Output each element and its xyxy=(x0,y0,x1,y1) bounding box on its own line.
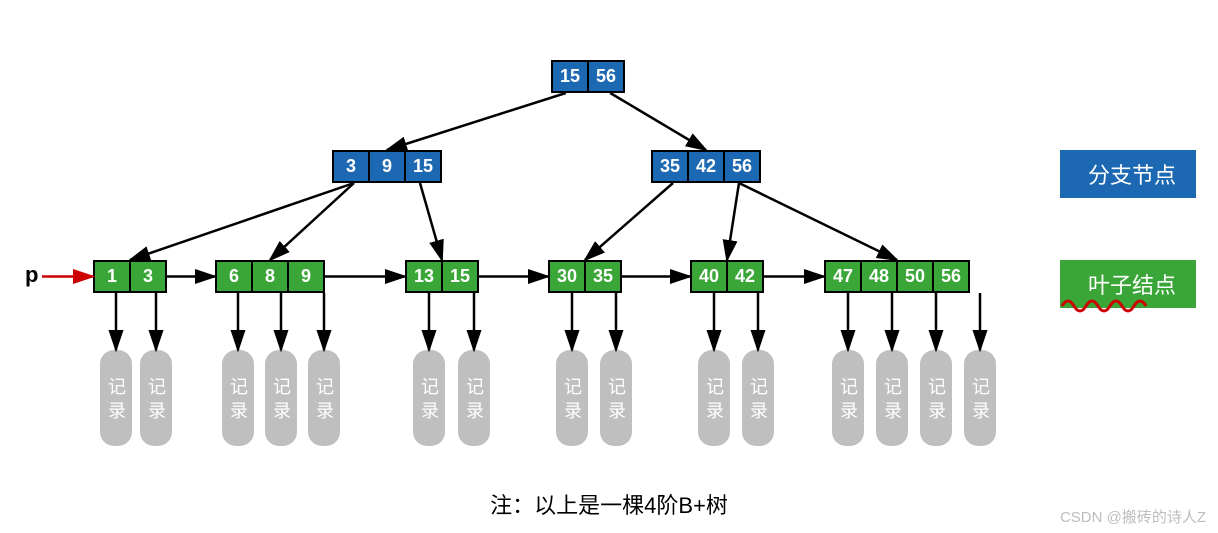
leaf-node-1: 1 3 xyxy=(93,260,167,293)
record-block: 记录 xyxy=(920,350,952,446)
watermark: CSDN @搬砖的诗人Z xyxy=(1060,506,1206,527)
record-block: 记录 xyxy=(222,350,254,446)
record-block: 记录 xyxy=(308,350,340,446)
l5-k0: 40 xyxy=(692,262,728,291)
record-block: 记录 xyxy=(964,350,996,446)
record-block: 记录 xyxy=(140,350,172,446)
root-key-1: 56 xyxy=(589,62,623,91)
l3-k0: 13 xyxy=(407,262,443,291)
branch-legend: 分支节点 xyxy=(1060,150,1196,198)
l4-k0: 30 xyxy=(550,262,586,291)
l6-k1: 48 xyxy=(862,262,898,291)
root-node: 15 56 xyxy=(551,60,625,93)
l2-k2: 9 xyxy=(289,262,323,291)
record-block: 记录 xyxy=(600,350,632,446)
l6-k3: 56 xyxy=(934,262,968,291)
l4-k1: 35 xyxy=(586,262,620,291)
l1-k1: 3 xyxy=(131,262,165,291)
l6-k0: 47 xyxy=(826,262,862,291)
l5-k1: 42 xyxy=(728,262,762,291)
record-block: 记录 xyxy=(100,350,132,446)
b2-k0: 35 xyxy=(653,152,689,181)
b1-k1: 9 xyxy=(370,152,406,181)
leaf-node-6: 47 48 50 56 xyxy=(824,260,970,293)
record-block: 记录 xyxy=(413,350,445,446)
leaf-node-3: 13 15 xyxy=(405,260,479,293)
l2-k0: 6 xyxy=(217,262,253,291)
leaf-node-4: 30 35 xyxy=(548,260,622,293)
l1-k0: 1 xyxy=(95,262,131,291)
l2-k1: 8 xyxy=(253,262,289,291)
record-block: 记录 xyxy=(556,350,588,446)
record-block: 记录 xyxy=(698,350,730,446)
leaf-legend: 叶子结点 xyxy=(1060,260,1196,308)
leaf-node-5: 40 42 xyxy=(690,260,764,293)
record-block: 记录 xyxy=(742,350,774,446)
leaf-node-2: 6 8 9 xyxy=(215,260,325,293)
p-pointer-label: p xyxy=(25,262,38,288)
l6-k2: 50 xyxy=(898,262,934,291)
branch-node-1: 3 9 15 xyxy=(332,150,442,183)
caption: 注：以上是一棵4阶B+树 xyxy=(0,488,1218,520)
record-block: 记录 xyxy=(876,350,908,446)
b1-k0: 3 xyxy=(334,152,370,181)
b1-k2: 15 xyxy=(406,152,440,181)
b2-k1: 42 xyxy=(689,152,725,181)
branch-node-2: 35 42 56 xyxy=(651,150,761,183)
record-block: 记录 xyxy=(458,350,490,446)
root-key-0: 15 xyxy=(553,62,589,91)
record-block: 记录 xyxy=(265,350,297,446)
record-block: 记录 xyxy=(832,350,864,446)
l3-k1: 15 xyxy=(443,262,477,291)
b2-k2: 56 xyxy=(725,152,759,181)
